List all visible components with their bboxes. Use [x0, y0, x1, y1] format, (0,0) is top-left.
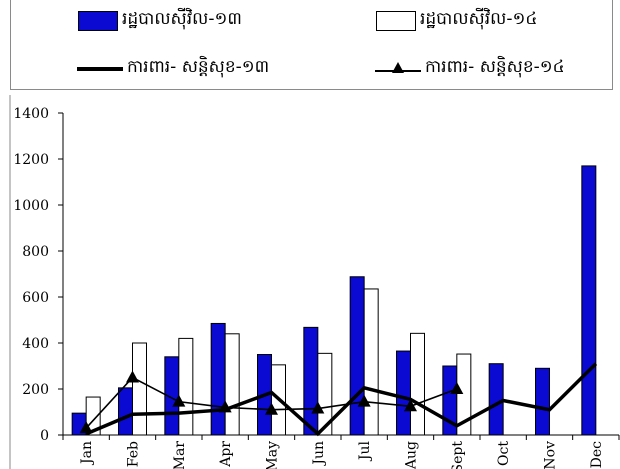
legend-item-series-4: ការពារ- សន្តិសុខ-១៤ [373, 56, 565, 81]
bar-1-jul [349, 276, 365, 436]
bar-2-aug [410, 332, 425, 436]
legend-item-series-2: រដ្ឋបាលស៊ីវិល-១៤ [376, 8, 537, 33]
marker-aug [404, 399, 417, 412]
legend-swatch-series-1 [78, 10, 118, 31]
bar-1-aug [396, 350, 411, 436]
y-tick-label-400: 400 [22, 336, 49, 352]
x-tick-label-jan: Jan [79, 441, 95, 466]
x-tick-label-may: May [265, 441, 281, 469]
legend-swatch-series-4 [375, 61, 421, 73]
marker-sept [450, 382, 464, 394]
legend-item-series-3: ការពារ- សន្តិសុខ-១៣ [75, 56, 269, 81]
bar-1-jun [303, 326, 319, 436]
bar-2-apr [224, 333, 240, 436]
marker-jul [357, 394, 371, 407]
y-tick-label-1400: 1400 [13, 106, 49, 122]
y-tick-label-1000: 1000 [13, 198, 49, 214]
x-tick-label-jun: Jun [311, 441, 327, 467]
marker-apr [218, 400, 232, 413]
y-tick-label-0: 0 [40, 428, 49, 444]
legend: រដ្ឋបាលស៊ីវិល-១៣ រដ្ឋបាលស៊ីវិល-១៤ ការពារ… [10, 0, 613, 90]
marker-mar [172, 394, 186, 407]
x-tick-label-oct: Oct [496, 441, 512, 466]
marker-jun [311, 401, 325, 414]
bar-2-sept [456, 353, 472, 436]
bar-1-feb [118, 387, 133, 436]
marker-may [265, 402, 278, 415]
legend-label-series-3: ការពារ- សន្តិសុខ-១៣ [127, 57, 270, 77]
x-tick-label-feb: Feb [126, 441, 142, 467]
x-tick-label-nov: Nov [543, 441, 559, 469]
line-series-3 [85, 362, 598, 437]
bar-1-oct [488, 363, 504, 436]
x-tick-label-aug: Aug [404, 441, 420, 469]
bar-2-feb [132, 342, 147, 436]
x-tick-label-dec: Dec [589, 441, 605, 469]
y-tick-label-600: 600 [22, 290, 49, 306]
marker-jan [79, 421, 93, 434]
legend-label-series-2: រដ្ឋបាលស៊ីវិល-១៤ [420, 9, 538, 29]
legend-label-series-1: រដ្ឋបាលស៊ីវិល-១៣ [122, 9, 242, 29]
x-tick-label-jul: Jul [357, 440, 373, 462]
bar-2-jun [317, 352, 333, 436]
bar-2-jan [85, 396, 101, 436]
marker-feb [126, 370, 139, 383]
legend-label-series-4: ការពារ- សន្តិសុខ-១៤ [425, 57, 565, 77]
x-tick-label-sept: Sept [450, 441, 466, 469]
y-tick-label-1200: 1200 [13, 152, 49, 168]
bar-1-apr [210, 322, 226, 436]
y-tick-label-800: 800 [22, 244, 49, 260]
legend-swatch-series-3 [77, 66, 123, 71]
x-tick-label-apr: Apr [218, 441, 234, 468]
y-tick-label-200: 200 [22, 382, 49, 398]
x-tick-label-mar: Mar [172, 441, 188, 469]
legend-item-series-1: រដ្ឋបាលស៊ីវិល-១៣ [78, 8, 242, 33]
bar-2-mar [178, 337, 194, 436]
bar-1-nov [535, 367, 550, 436]
legend-swatch-series-2 [376, 10, 416, 31]
bar-2-jul [363, 288, 379, 436]
bar-1-dec [581, 165, 597, 436]
